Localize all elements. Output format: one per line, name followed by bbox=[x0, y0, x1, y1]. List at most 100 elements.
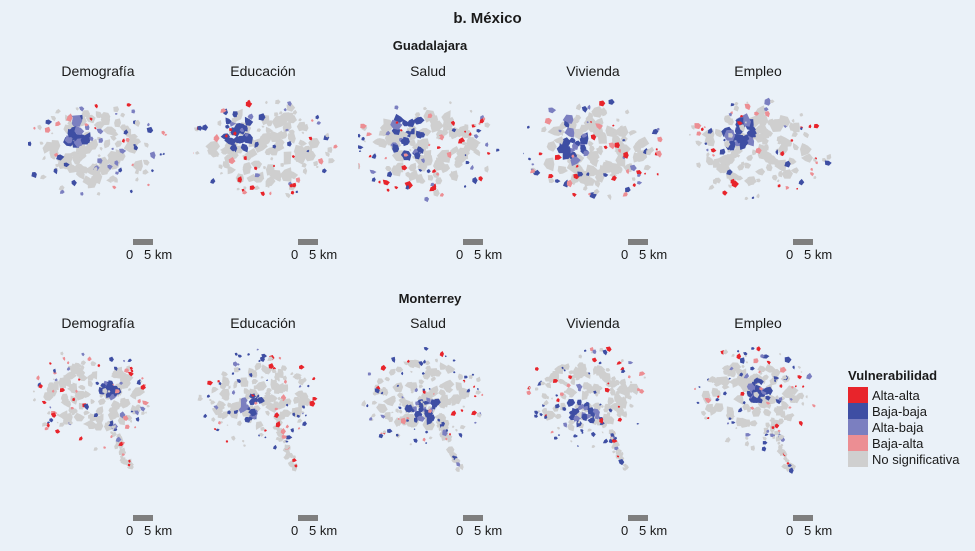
map-region bbox=[744, 440, 750, 447]
scale-five: 5 km bbox=[144, 247, 173, 262]
map-region bbox=[728, 133, 733, 138]
map-region bbox=[228, 157, 236, 165]
map-region bbox=[254, 173, 261, 178]
map-region bbox=[621, 369, 626, 374]
map-region bbox=[325, 132, 330, 138]
map-region bbox=[563, 390, 567, 394]
map-region bbox=[405, 414, 415, 425]
map-region bbox=[422, 373, 431, 380]
map-region bbox=[451, 399, 457, 406]
map-region bbox=[607, 397, 615, 406]
map-region bbox=[255, 421, 264, 430]
map-region bbox=[773, 407, 782, 415]
map-region bbox=[406, 359, 410, 363]
map-region bbox=[436, 172, 440, 176]
map-region bbox=[125, 462, 128, 466]
map-region bbox=[729, 366, 734, 371]
map-region bbox=[475, 390, 482, 395]
map-region bbox=[748, 420, 758, 427]
map-region bbox=[115, 171, 120, 175]
map-region bbox=[726, 169, 733, 176]
map-region bbox=[113, 366, 118, 371]
map-region bbox=[416, 415, 426, 422]
map-region bbox=[484, 122, 491, 128]
scale-five: 5 km bbox=[309, 523, 338, 538]
map-region bbox=[209, 398, 212, 402]
map-region bbox=[452, 455, 456, 459]
map-region bbox=[62, 153, 73, 163]
map-region bbox=[73, 412, 85, 422]
map-region bbox=[54, 378, 58, 382]
map-region bbox=[570, 440, 573, 443]
map-region bbox=[735, 153, 741, 158]
map-region bbox=[555, 394, 559, 397]
map-region bbox=[541, 126, 547, 133]
map-region bbox=[422, 388, 426, 391]
map-region bbox=[464, 185, 467, 188]
map-region bbox=[107, 164, 113, 170]
map-region bbox=[438, 134, 445, 141]
map-region bbox=[743, 116, 751, 127]
map-region bbox=[232, 361, 239, 367]
map-region bbox=[408, 382, 418, 392]
map-region bbox=[599, 417, 604, 424]
map-region bbox=[79, 106, 85, 112]
map-region bbox=[80, 136, 91, 145]
map-region bbox=[292, 109, 298, 115]
map-region bbox=[450, 410, 457, 416]
map-region bbox=[774, 430, 780, 436]
map-region bbox=[424, 157, 428, 163]
map-region bbox=[325, 151, 330, 157]
map-region bbox=[717, 395, 720, 398]
map-region bbox=[395, 121, 399, 124]
map-region bbox=[278, 112, 291, 123]
map-region bbox=[380, 432, 383, 435]
map-region bbox=[119, 381, 124, 385]
mty-label-salud: Salud bbox=[410, 315, 446, 331]
scale-zero: 0 bbox=[126, 523, 134, 538]
map-region bbox=[112, 383, 115, 386]
map-region bbox=[280, 428, 286, 435]
map-region bbox=[78, 384, 86, 391]
map-region bbox=[243, 444, 246, 447]
map-region bbox=[134, 138, 142, 145]
map-region bbox=[608, 99, 615, 105]
map-region bbox=[217, 412, 224, 419]
map-region bbox=[588, 372, 591, 375]
map-region bbox=[50, 412, 57, 418]
map-region bbox=[94, 104, 98, 109]
map-region bbox=[395, 366, 404, 373]
legend-title: Vulnerabilidad bbox=[848, 368, 938, 383]
map-region bbox=[220, 420, 223, 424]
map-region bbox=[604, 388, 610, 393]
map-region bbox=[382, 430, 387, 434]
map-region bbox=[761, 446, 767, 452]
map-region bbox=[385, 130, 391, 136]
map-region bbox=[784, 459, 788, 463]
map-region bbox=[425, 430, 429, 434]
map-region bbox=[122, 415, 129, 422]
map-region bbox=[366, 132, 373, 137]
map-region bbox=[745, 121, 747, 124]
map-region bbox=[137, 398, 141, 404]
map-region bbox=[129, 189, 133, 194]
map-region bbox=[778, 397, 783, 401]
map-region bbox=[135, 177, 139, 182]
map-region bbox=[590, 412, 595, 418]
map-region bbox=[140, 406, 146, 412]
map-region bbox=[280, 162, 284, 167]
map-region bbox=[571, 154, 575, 158]
map-region bbox=[770, 99, 775, 104]
map-region bbox=[142, 400, 149, 406]
map-region bbox=[449, 101, 452, 105]
map-region bbox=[625, 168, 630, 175]
map-region bbox=[428, 388, 431, 390]
map-region bbox=[773, 376, 780, 380]
map-region bbox=[273, 412, 280, 419]
map-region bbox=[264, 436, 267, 439]
map-region bbox=[297, 418, 303, 423]
map-region bbox=[49, 406, 52, 409]
map-region bbox=[113, 406, 118, 413]
map-region bbox=[413, 438, 418, 443]
map-region bbox=[84, 123, 89, 127]
